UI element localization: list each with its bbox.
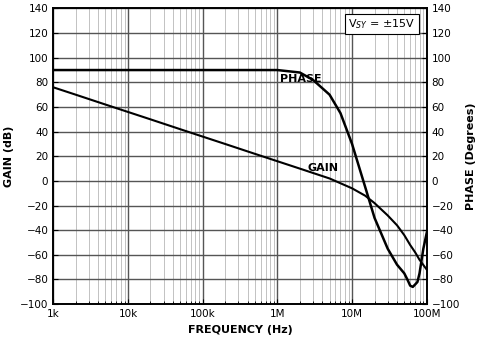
Text: GAIN: GAIN: [307, 163, 338, 173]
Text: PHASE: PHASE: [280, 74, 322, 84]
Y-axis label: GAIN (dB): GAIN (dB): [4, 126, 14, 187]
Text: V$_{SY}$ = ±15V: V$_{SY}$ = ±15V: [348, 17, 416, 31]
Y-axis label: PHASE (Degrees): PHASE (Degrees): [466, 102, 476, 210]
X-axis label: FREQUENCY (Hz): FREQUENCY (Hz): [188, 324, 292, 335]
